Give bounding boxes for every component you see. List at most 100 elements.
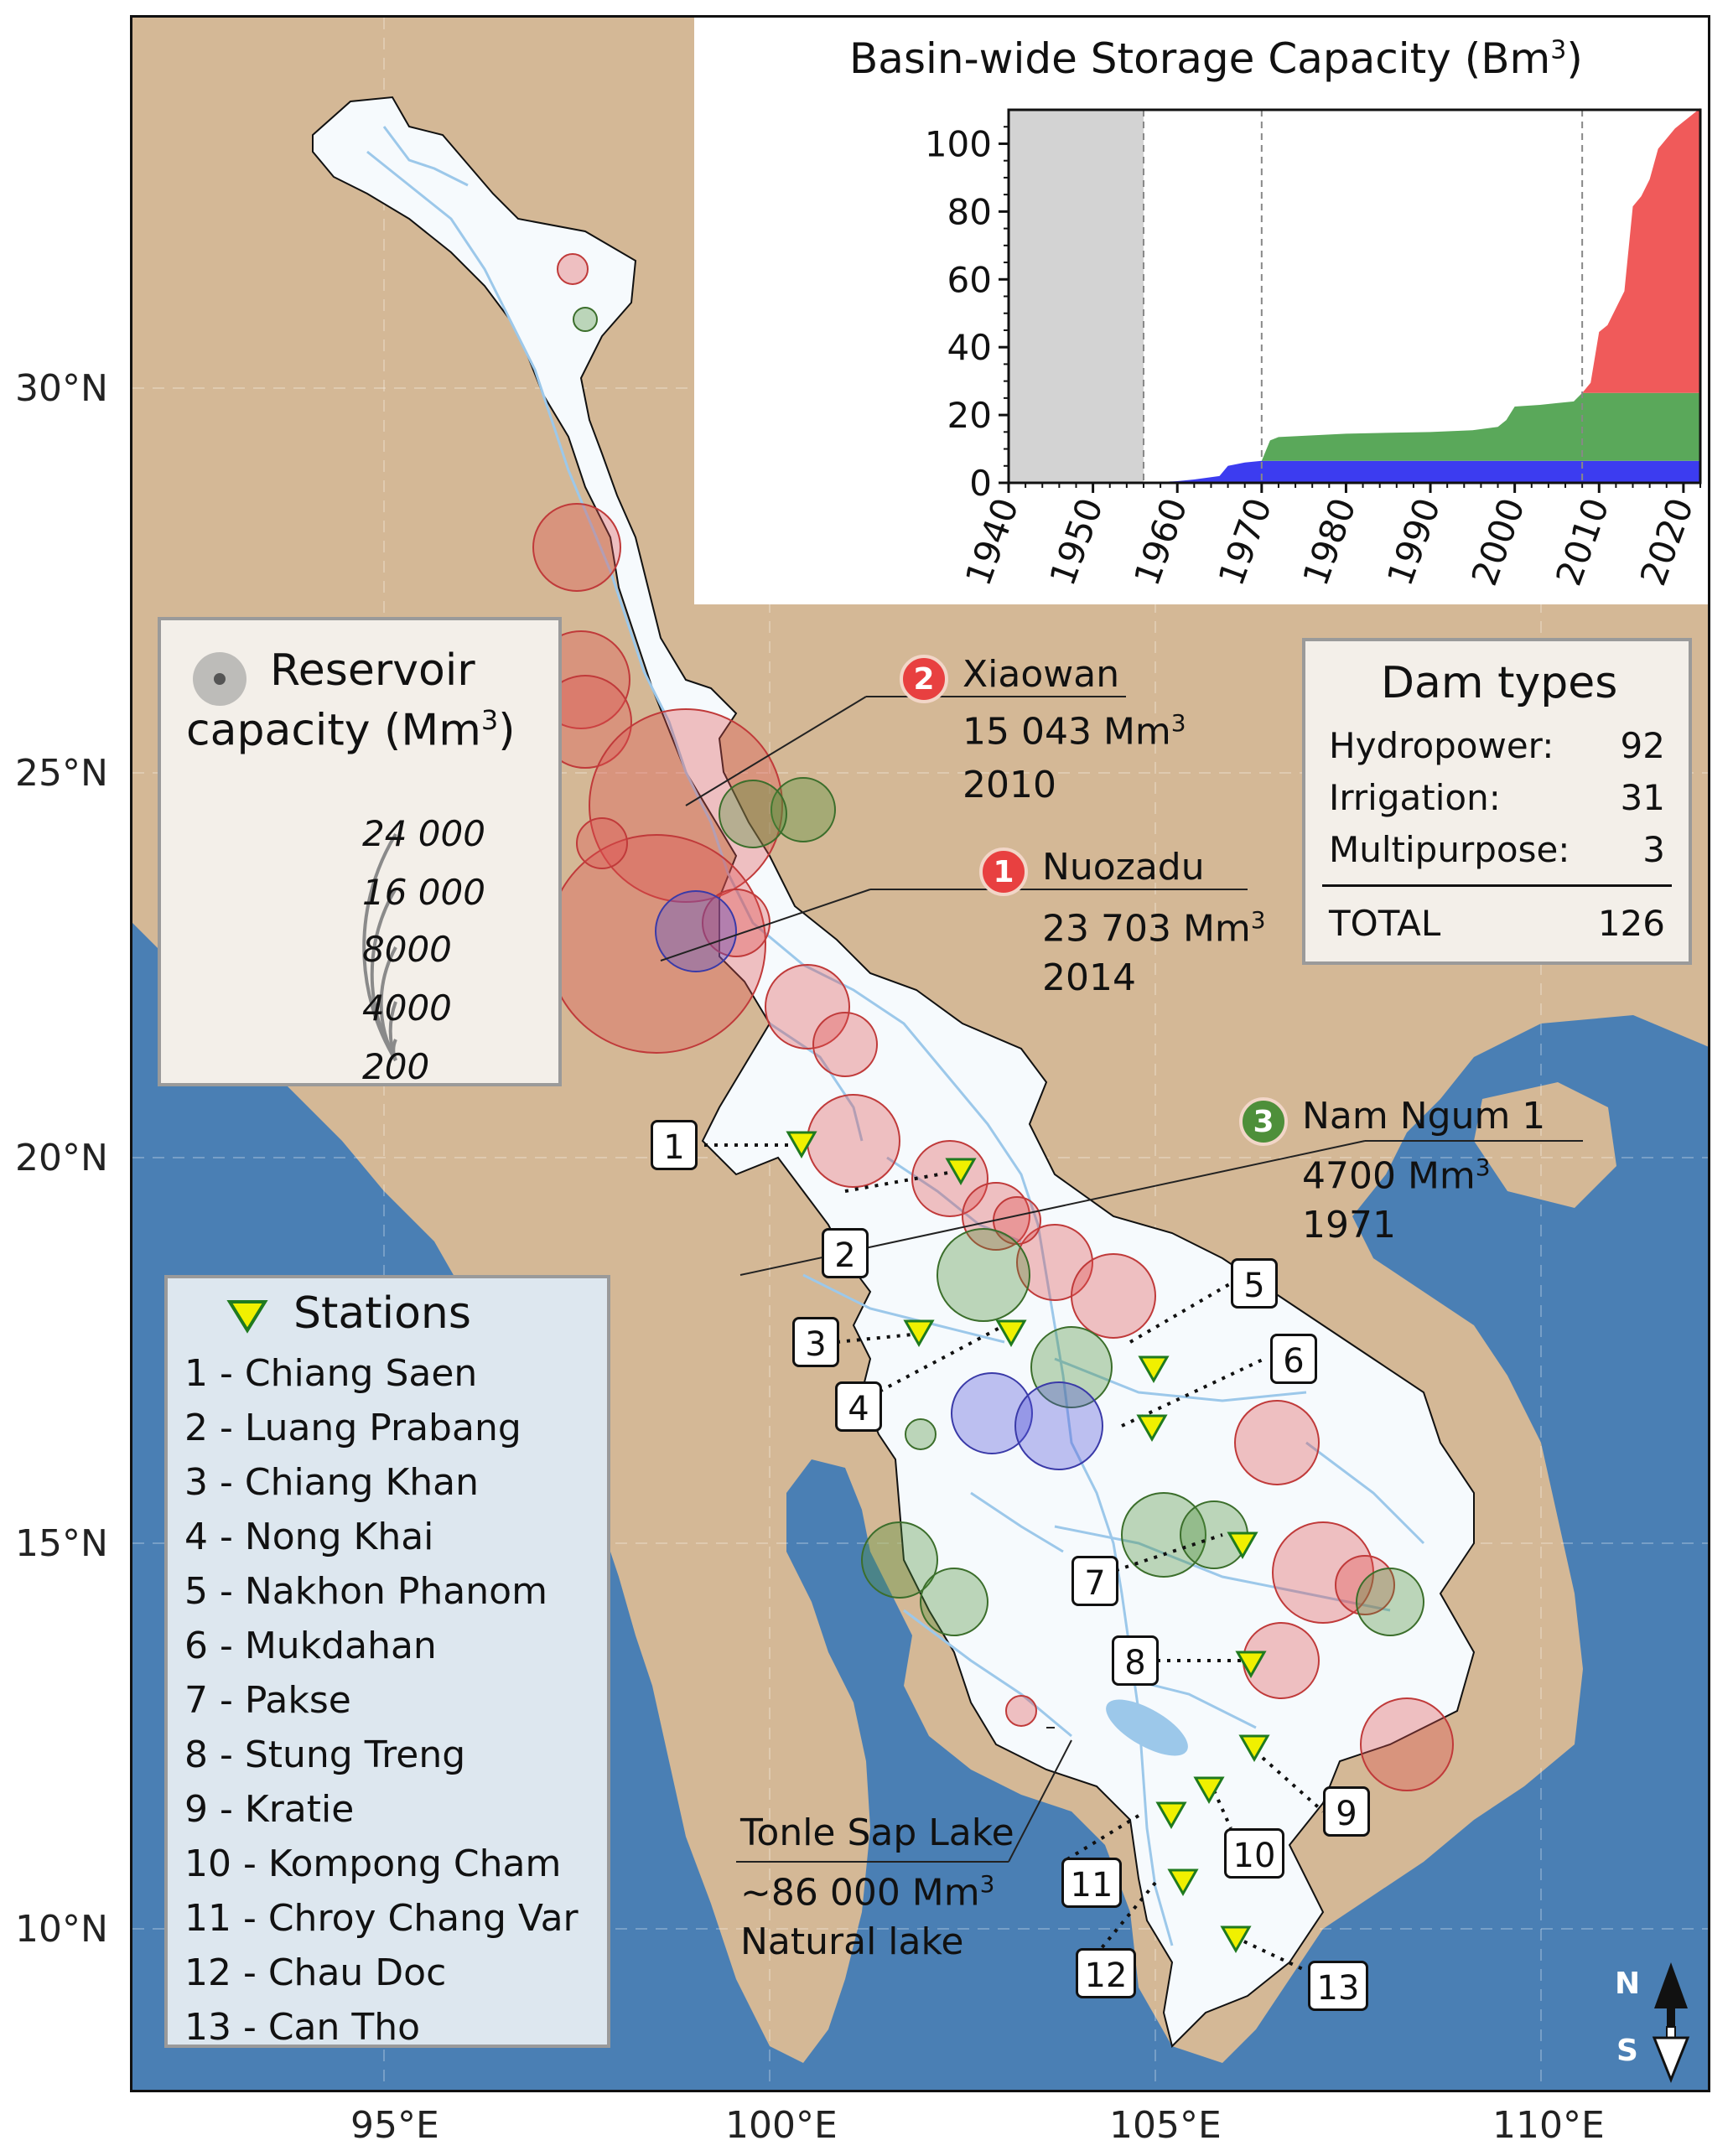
reservoir-irrigation — [1121, 1492, 1206, 1578]
reservoir-size-200: 200 — [362, 1046, 430, 1087]
nuozadu-year: 2014 — [1042, 956, 1136, 999]
mekong-basin — [312, 96, 1476, 2048]
station-label-13: 13 — [1308, 1961, 1368, 2011]
reservoir-size-8000: 8000 — [362, 929, 452, 970]
dam-total-label: TOTAL — [1329, 903, 1441, 944]
lon-label-105: 105°E — [1109, 2104, 1222, 2147]
reservoir-hydropower — [807, 1094, 900, 1188]
reservoir-hydropower — [962, 1182, 1030, 1251]
reservoir-hydropower — [1360, 1697, 1454, 1791]
reservoir-irrigation-namngum — [937, 1228, 1030, 1322]
x-tick-label-2: 1960 — [1126, 493, 1196, 591]
station-legend-item: 2 - Luang Prabang — [184, 1407, 521, 1449]
shaded-period — [1009, 110, 1144, 483]
reservoir-legend-title-1: Reservoir — [270, 645, 475, 696]
badge-nam-ngum: 3 — [1239, 1097, 1288, 1146]
dam-types-title: Dam types — [1381, 658, 1618, 708]
station-legend-item: 5 - Nakhon Phanom — [184, 1570, 547, 1613]
reservoir-hydropower — [765, 964, 850, 1049]
station-label-6: 6 — [1270, 1334, 1317, 1384]
reservoir-irrigation — [573, 307, 598, 332]
reservoir-hydropower — [576, 817, 628, 869]
nuozadu-capacity: 23 703 Mm3 — [1042, 906, 1266, 951]
station-label-5: 5 — [1231, 1258, 1278, 1309]
station-marker-10 — [1193, 1776, 1225, 1805]
station-marker-1 — [786, 1131, 817, 1159]
reservoir-multipurpose — [1014, 1381, 1103, 1470]
badge-xiaowan: 2 — [900, 655, 948, 703]
lat-label-20: 20°N — [15, 1137, 108, 1179]
x-tick-label-4: 1980 — [1295, 493, 1364, 591]
series-area-1 — [1143, 392, 1700, 483]
inset-chart: 0 20 40 60 80 100 1940 1950 1960 1970 1980 1990 2000… — [925, 107, 1702, 591]
dam-row-hydropower-value: 92 — [1620, 725, 1665, 766]
station-legend-item: 13 - Can Tho — [184, 2006, 421, 2049]
station-legend-item: 8 - Stung Treng — [184, 1734, 466, 1776]
x-tick-label-1: 1950 — [1041, 493, 1111, 591]
north-arrow-icon — [1652, 1962, 1690, 2084]
reservoir-legend-marker — [193, 652, 246, 706]
nam-ngum-capacity: 4700 Mm3 — [1302, 1153, 1491, 1198]
stations-legend-title: Stations — [293, 1288, 471, 1339]
tonle-sap-lake — [1106, 1699, 1188, 1756]
dam-total-value: 126 — [1597, 903, 1665, 944]
x-tick-label-6: 2000 — [1463, 493, 1533, 591]
station-label-9: 9 — [1323, 1786, 1370, 1837]
reservoir-irrigation — [920, 1568, 988, 1636]
station-marker-4 — [995, 1319, 1027, 1348]
station-legend-item: 7 - Pakse — [184, 1679, 351, 1722]
station-legend-item: 12 - Chau Doc — [184, 1951, 447, 1994]
station-marker-12 — [1167, 1868, 1199, 1897]
station-markers — [786, 1131, 1270, 1954]
lat-label-15: 15°N — [15, 1522, 108, 1565]
station-marker-13 — [1220, 1925, 1252, 1954]
x-tick-label-3: 1970 — [1211, 493, 1280, 591]
reservoir-size-arcs — [362, 832, 397, 1062]
xiaowan-capacity: 15 043 Mm3 — [962, 709, 1186, 754]
station-label-2: 2 — [822, 1228, 869, 1278]
y-tick-label-4: 80 — [947, 191, 992, 232]
station-marker-7 — [1227, 1531, 1258, 1560]
reservoir-legend-title-2: capacity (Mm3) — [186, 704, 516, 756]
station-marker-5 — [1138, 1355, 1170, 1384]
station-label-11: 11 — [1061, 1858, 1122, 1908]
station-label-3: 3 — [792, 1317, 839, 1367]
station-marker-2 — [945, 1158, 977, 1186]
reservoir-hydropower — [532, 503, 621, 592]
station-legend-item: 3 - Chiang Khan — [184, 1461, 480, 1504]
map-frame: Basin-wide Storage Capacity (Bm3) 0 20 40 6… — [130, 15, 1710, 2092]
river-network — [366, 126, 1425, 1946]
dam-row-irrigation-value: 31 — [1620, 777, 1665, 818]
north-label: N — [1615, 1967, 1641, 2001]
x-tick-label-7: 2010 — [1548, 493, 1617, 591]
reservoir-irrigation — [1356, 1568, 1424, 1636]
dam-types-panel: Dam types Hydropower: 92 Irrigation: 31 … — [1302, 638, 1692, 965]
lon-label-110: 110°E — [1492, 2104, 1605, 2147]
reservoir-hydropower — [1071, 1253, 1156, 1339]
tonle-sap-note: Natural lake — [740, 1920, 964, 1963]
station-label-8: 8 — [1112, 1635, 1159, 1686]
reservoir-multipurpose — [951, 1372, 1033, 1454]
stations-legend-marker — [226, 1300, 268, 1334]
reservoir-legend: Reservoir capacity (Mm3) 24 000 16 000 8… — [158, 617, 562, 1087]
south-label: S — [1616, 2034, 1638, 2068]
station-legend-item: 1 - Chiang Saen — [184, 1352, 478, 1395]
station-label-7: 7 — [1071, 1556, 1118, 1606]
reservoir-multipurpose — [655, 890, 737, 972]
station-label-4: 4 — [835, 1381, 882, 1432]
nam-ngum-year: 1971 — [1302, 1204, 1396, 1246]
station-label-10: 10 — [1224, 1828, 1284, 1879]
reservoir-hydropower — [1234, 1400, 1320, 1485]
x-tick-label-0: 1940 — [957, 493, 1027, 591]
y-tick-label-2: 40 — [947, 327, 992, 368]
nuozadu-name: Nuozadu — [1042, 846, 1205, 889]
station-label-12: 12 — [1076, 1948, 1136, 1998]
reservoir-size-4000: 4000 — [362, 987, 452, 1029]
reservoir-hydropower — [1005, 1695, 1037, 1727]
xiaowan-name: Xiaowan — [962, 653, 1120, 696]
badge-nuozadu: 1 — [979, 847, 1028, 896]
station-legend-item: 4 - Nong Khai — [184, 1516, 434, 1558]
dam-row-multipurpose-value: 3 — [1642, 829, 1665, 870]
y-tick-label-1: 20 — [947, 395, 992, 436]
reservoir-hydropower — [557, 253, 589, 285]
